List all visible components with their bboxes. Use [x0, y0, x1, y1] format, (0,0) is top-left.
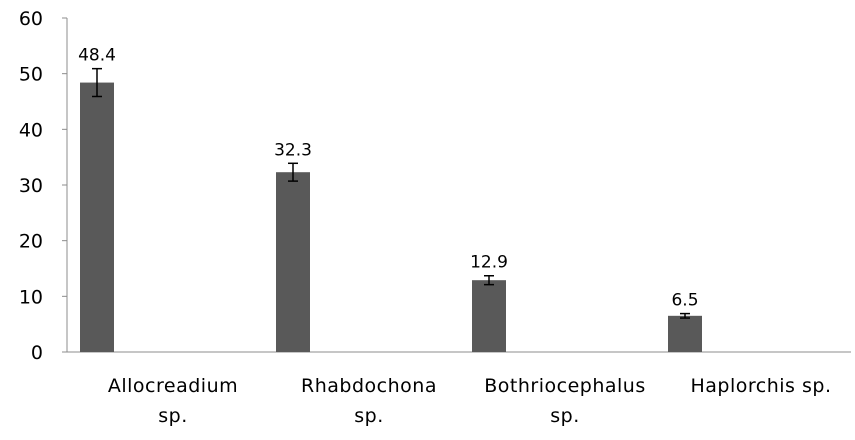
y-axis: 0 10 20 30 40 50 60 [19, 8, 851, 364]
bar [276, 172, 310, 352]
y-tick-label: 0 [31, 342, 43, 364]
y-tick-label: 20 [19, 231, 43, 253]
data-label: 12.9 [470, 253, 508, 273]
bar [668, 315, 702, 352]
category-labels: Allocreadium sp. Rhabdochona sp. Bothrioceph… [108, 375, 832, 427]
data-label: 48.4 [78, 46, 116, 66]
category-label: sp. [354, 405, 384, 427]
y-tick-label: 10 [19, 286, 43, 308]
data-label: 6.5 [671, 291, 698, 311]
category-label: Bothriocephalus [484, 375, 645, 397]
category-label: Haplorchis sp. [691, 375, 832, 397]
category-label: Rhabdochona [301, 375, 437, 397]
y-tick-label: 60 [19, 8, 43, 30]
category-label: sp. [550, 405, 580, 427]
category-label: sp. [158, 405, 188, 427]
y-tick-label: 50 [19, 64, 43, 86]
category-label: Allocreadium [108, 375, 238, 397]
y-tick-label: 40 [19, 119, 43, 141]
data-label: 32.3 [274, 140, 312, 160]
bar [80, 82, 114, 352]
y-tick-label: 30 [19, 175, 43, 197]
bar [472, 280, 506, 352]
bars: 48.4 32.3 12.9 6.5 [78, 46, 702, 352]
